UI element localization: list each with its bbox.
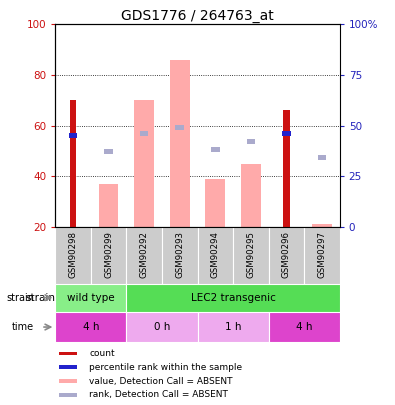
Text: wild type: wild type bbox=[67, 293, 115, 303]
Title: GDS1776 / 264763_at: GDS1776 / 264763_at bbox=[121, 9, 274, 23]
Bar bbox=[246, 139, 255, 144]
Text: strain: strain bbox=[6, 293, 34, 303]
Bar bbox=[162, 227, 198, 284]
Bar bbox=[126, 227, 162, 284]
Bar bbox=[241, 164, 261, 227]
Bar bbox=[55, 312, 126, 342]
Bar bbox=[211, 147, 220, 152]
Bar bbox=[312, 224, 332, 227]
Bar bbox=[59, 393, 77, 397]
Bar bbox=[70, 100, 76, 227]
Bar bbox=[69, 133, 77, 138]
Text: 0 h: 0 h bbox=[154, 322, 170, 332]
Bar bbox=[170, 60, 190, 227]
Bar bbox=[283, 111, 290, 227]
Bar bbox=[55, 284, 126, 312]
Text: GSM90293: GSM90293 bbox=[175, 231, 184, 278]
Text: GSM90298: GSM90298 bbox=[69, 231, 77, 278]
Text: count: count bbox=[89, 349, 115, 358]
Bar bbox=[198, 227, 233, 284]
Text: time: time bbox=[12, 322, 34, 332]
Bar bbox=[59, 379, 77, 383]
Bar bbox=[126, 284, 340, 312]
Bar bbox=[126, 312, 198, 342]
Text: GSM90292: GSM90292 bbox=[140, 231, 149, 278]
Bar bbox=[233, 227, 269, 284]
Text: 4 h: 4 h bbox=[83, 322, 99, 332]
Bar bbox=[55, 227, 91, 284]
Bar bbox=[318, 156, 326, 160]
Bar bbox=[175, 125, 184, 130]
Bar bbox=[304, 227, 340, 284]
Text: 4 h: 4 h bbox=[296, 322, 312, 332]
Text: GSM90294: GSM90294 bbox=[211, 231, 220, 278]
Bar bbox=[104, 149, 113, 154]
Text: value, Detection Call = ABSENT: value, Detection Call = ABSENT bbox=[89, 377, 233, 386]
Bar bbox=[282, 131, 291, 136]
Bar bbox=[140, 131, 149, 136]
Text: LEC2 transgenic: LEC2 transgenic bbox=[191, 293, 275, 303]
Bar bbox=[59, 352, 77, 356]
Bar bbox=[269, 227, 304, 284]
Text: GSM90296: GSM90296 bbox=[282, 231, 291, 278]
Bar bbox=[99, 184, 118, 227]
Text: percentile rank within the sample: percentile rank within the sample bbox=[89, 363, 243, 372]
Text: strain: strain bbox=[25, 293, 55, 303]
Bar bbox=[205, 179, 225, 227]
Bar bbox=[198, 312, 269, 342]
Text: rank, Detection Call = ABSENT: rank, Detection Call = ABSENT bbox=[89, 390, 228, 399]
Bar bbox=[59, 365, 77, 369]
Text: GSM90297: GSM90297 bbox=[318, 231, 326, 278]
Text: GSM90299: GSM90299 bbox=[104, 231, 113, 278]
Bar bbox=[134, 100, 154, 227]
Text: GSM90295: GSM90295 bbox=[246, 231, 255, 278]
Bar bbox=[91, 227, 126, 284]
Bar bbox=[269, 312, 340, 342]
Text: 1 h: 1 h bbox=[225, 322, 241, 332]
